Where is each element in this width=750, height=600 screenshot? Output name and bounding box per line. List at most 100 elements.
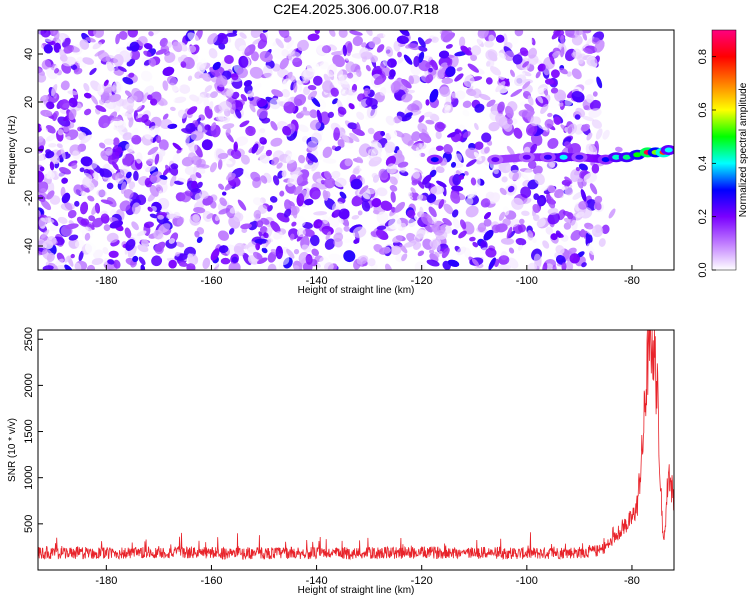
heatmap-cell — [569, 253, 580, 264]
heatmap-cell — [148, 31, 154, 37]
heatmap-cell — [180, 61, 187, 68]
heatmap-cell — [259, 226, 268, 234]
heatmap-cell — [458, 230, 467, 239]
heatmap-cell — [113, 259, 121, 269]
heatmap-cell — [550, 87, 559, 94]
heatmap-cell — [140, 70, 153, 82]
heatmap-cell — [523, 146, 531, 154]
heatmap-cell — [309, 187, 321, 200]
heatmap-cell — [271, 157, 280, 166]
heatmap-cell — [276, 162, 283, 169]
heatmap-cell — [197, 166, 206, 174]
heatmap-cell — [309, 119, 322, 131]
heatmap-cell — [322, 146, 333, 159]
heatmap-cell — [251, 51, 259, 62]
heatmap-cell — [176, 216, 185, 226]
heatmap-cell — [578, 163, 588, 171]
figure-title: C2E4.2025.306.00.07.R18 — [273, 1, 439, 17]
heatmap-cell — [498, 255, 510, 265]
heatmap-cell — [38, 136, 44, 143]
heatmap-cell — [97, 83, 104, 95]
heatmap-cell — [454, 153, 462, 163]
heatmap-cell — [143, 221, 154, 229]
heatmap-cell — [169, 175, 177, 187]
heatmap-cell — [470, 54, 478, 62]
heatmap-cell — [578, 200, 588, 210]
heatmap-cell — [357, 210, 363, 216]
heatmap-cell — [530, 116, 541, 127]
heatmap-cell — [307, 90, 318, 100]
heatmap-cell — [70, 253, 75, 259]
heatmap-cell — [160, 254, 174, 259]
heatmap-cell — [301, 244, 312, 253]
heatmap-cell — [138, 256, 146, 266]
heatmap-cell — [254, 238, 269, 244]
heatmap-cell — [187, 253, 195, 267]
heatmap-cell — [532, 204, 540, 213]
heatmap-cell — [38, 191, 49, 200]
heatmap-cell — [123, 188, 134, 199]
heatmap-cell — [255, 145, 265, 156]
heatmap-cell — [96, 189, 107, 197]
heatmap-cell — [74, 239, 85, 249]
heatmap-cell — [342, 44, 347, 57]
heatmap-cell — [441, 77, 454, 85]
heatmap-cell — [530, 132, 543, 146]
heatmap-cell — [76, 173, 86, 180]
heatmap-cell — [155, 135, 162, 143]
colorbar-tick-label: 0.4 — [697, 156, 709, 171]
heatmap-cell — [196, 62, 206, 74]
heatmap-cell — [115, 146, 123, 157]
heatmap-cell — [434, 240, 441, 251]
heatmap-cell — [57, 129, 64, 136]
heatmap-cell — [238, 55, 249, 68]
heatmap-cell — [259, 33, 267, 43]
heatmap-cell — [278, 30, 290, 39]
heatmap-cell — [331, 209, 341, 218]
heatmap-cell — [83, 82, 90, 92]
heatmap-cell — [558, 102, 564, 107]
heatmap-cell — [403, 54, 413, 65]
heatmap-cell — [403, 240, 417, 248]
heatmap-cell — [337, 106, 347, 115]
heatmap-cell — [293, 185, 303, 196]
signal-peak-inner — [664, 147, 673, 153]
heatmap-cell — [159, 37, 168, 47]
heatmap-cell — [551, 50, 561, 59]
heatmap-cell — [408, 75, 415, 85]
heatmap-cell — [270, 221, 281, 233]
y-tick-label: -20 — [23, 190, 35, 206]
heatmap-cell — [245, 125, 256, 137]
heatmap-cell — [98, 115, 111, 129]
heatmap-cell — [312, 75, 323, 86]
heatmap-cell — [585, 94, 594, 103]
heatmap-cell — [385, 46, 394, 57]
spectrogram-panel: -180 -160 -140 -120 -100 -80 -40 -20 0 20 40 Heig… — [7, 29, 675, 296]
heatmap-cell — [100, 213, 110, 224]
heatmap-cell — [389, 176, 398, 186]
heatmap-cell — [249, 103, 256, 113]
heatmap-cell — [372, 36, 381, 45]
heatmap-cell — [233, 212, 244, 222]
heatmap-cell — [210, 248, 220, 261]
heatmap-cell — [143, 43, 153, 50]
heatmap-cell — [158, 263, 168, 270]
heatmap-cell — [518, 218, 525, 225]
heatmap-cell — [175, 252, 180, 257]
heatmap-cell — [472, 241, 479, 248]
heatmap-cell — [193, 207, 206, 214]
heatmap-cell — [480, 242, 487, 248]
heatmap-cell — [46, 170, 53, 179]
heatmap-cell — [124, 52, 133, 63]
heatmap-cell — [500, 237, 515, 245]
heatmap-cell — [107, 259, 115, 265]
heatmap-cell — [89, 229, 96, 238]
heatmap-cell — [399, 30, 410, 37]
heatmap-cell — [538, 124, 548, 131]
heatmap-cell — [204, 124, 211, 131]
heatmap-cell — [608, 208, 616, 219]
signal-peak-inner — [559, 154, 568, 160]
heatmap-cell — [259, 128, 266, 134]
heatmap-cell — [128, 181, 136, 190]
heatmap-cell — [417, 45, 428, 52]
